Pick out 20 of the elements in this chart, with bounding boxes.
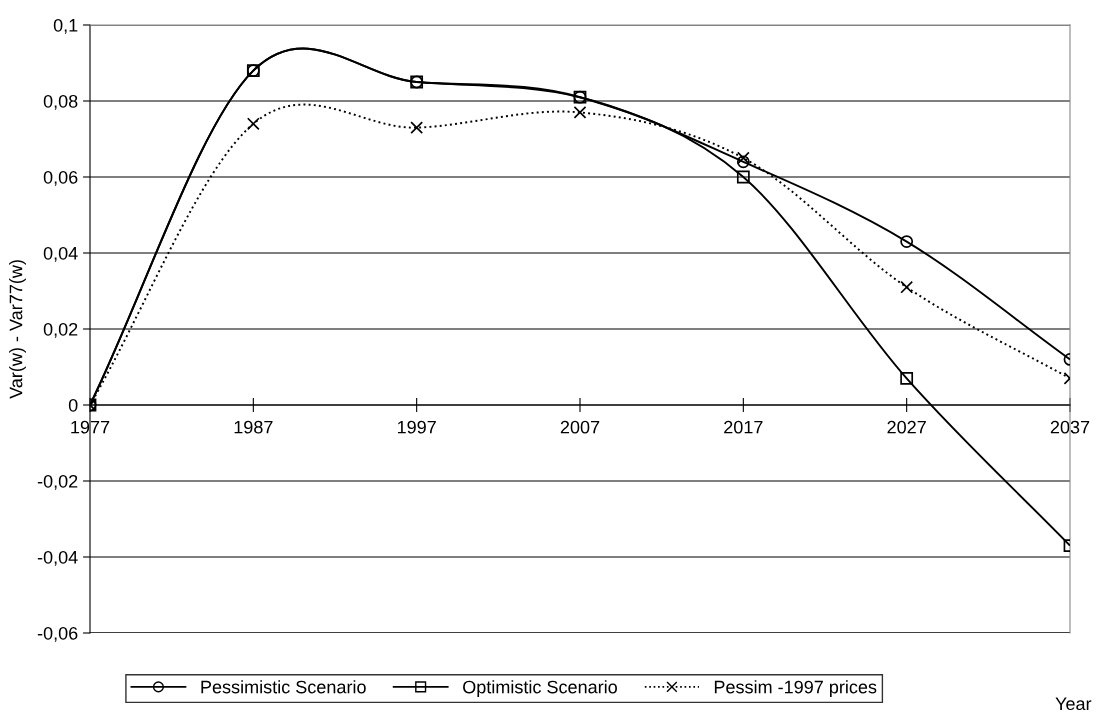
y-tick-label: 0 <box>68 398 78 412</box>
y-tick-label: 0,1 <box>53 18 78 34</box>
y-tick-label: -0,06 <box>37 626 78 642</box>
y-tick-label: 0,04 <box>43 246 78 262</box>
x-tick-label: 1997 <box>397 420 436 434</box>
x-tick-label: 2017 <box>724 420 763 434</box>
y-tick-label: 0,08 <box>43 94 78 110</box>
x-tick-label: 2007 <box>560 420 600 434</box>
y-tick-label: -0,02 <box>37 474 78 490</box>
y-tick-label: 0,02 <box>43 322 78 338</box>
x-tick-label: 2037 <box>1050 420 1090 434</box>
x-tick-label: 2027 <box>887 420 926 434</box>
y-tick-label: -0,04 <box>37 550 78 566</box>
x-axis-title: Year <box>1055 697 1092 711</box>
legend-label: Pessimistic Scenario <box>201 680 366 694</box>
x-tick-label: 1987 <box>234 420 273 434</box>
legend-label: Optimistic Scenario <box>463 680 617 697</box>
y-axis-title: Var(w) - Var77(w) <box>9 260 26 399</box>
legend-label: Pessim -1997 prices <box>714 680 877 697</box>
y-tick-label: 0,06 <box>43 170 78 186</box>
